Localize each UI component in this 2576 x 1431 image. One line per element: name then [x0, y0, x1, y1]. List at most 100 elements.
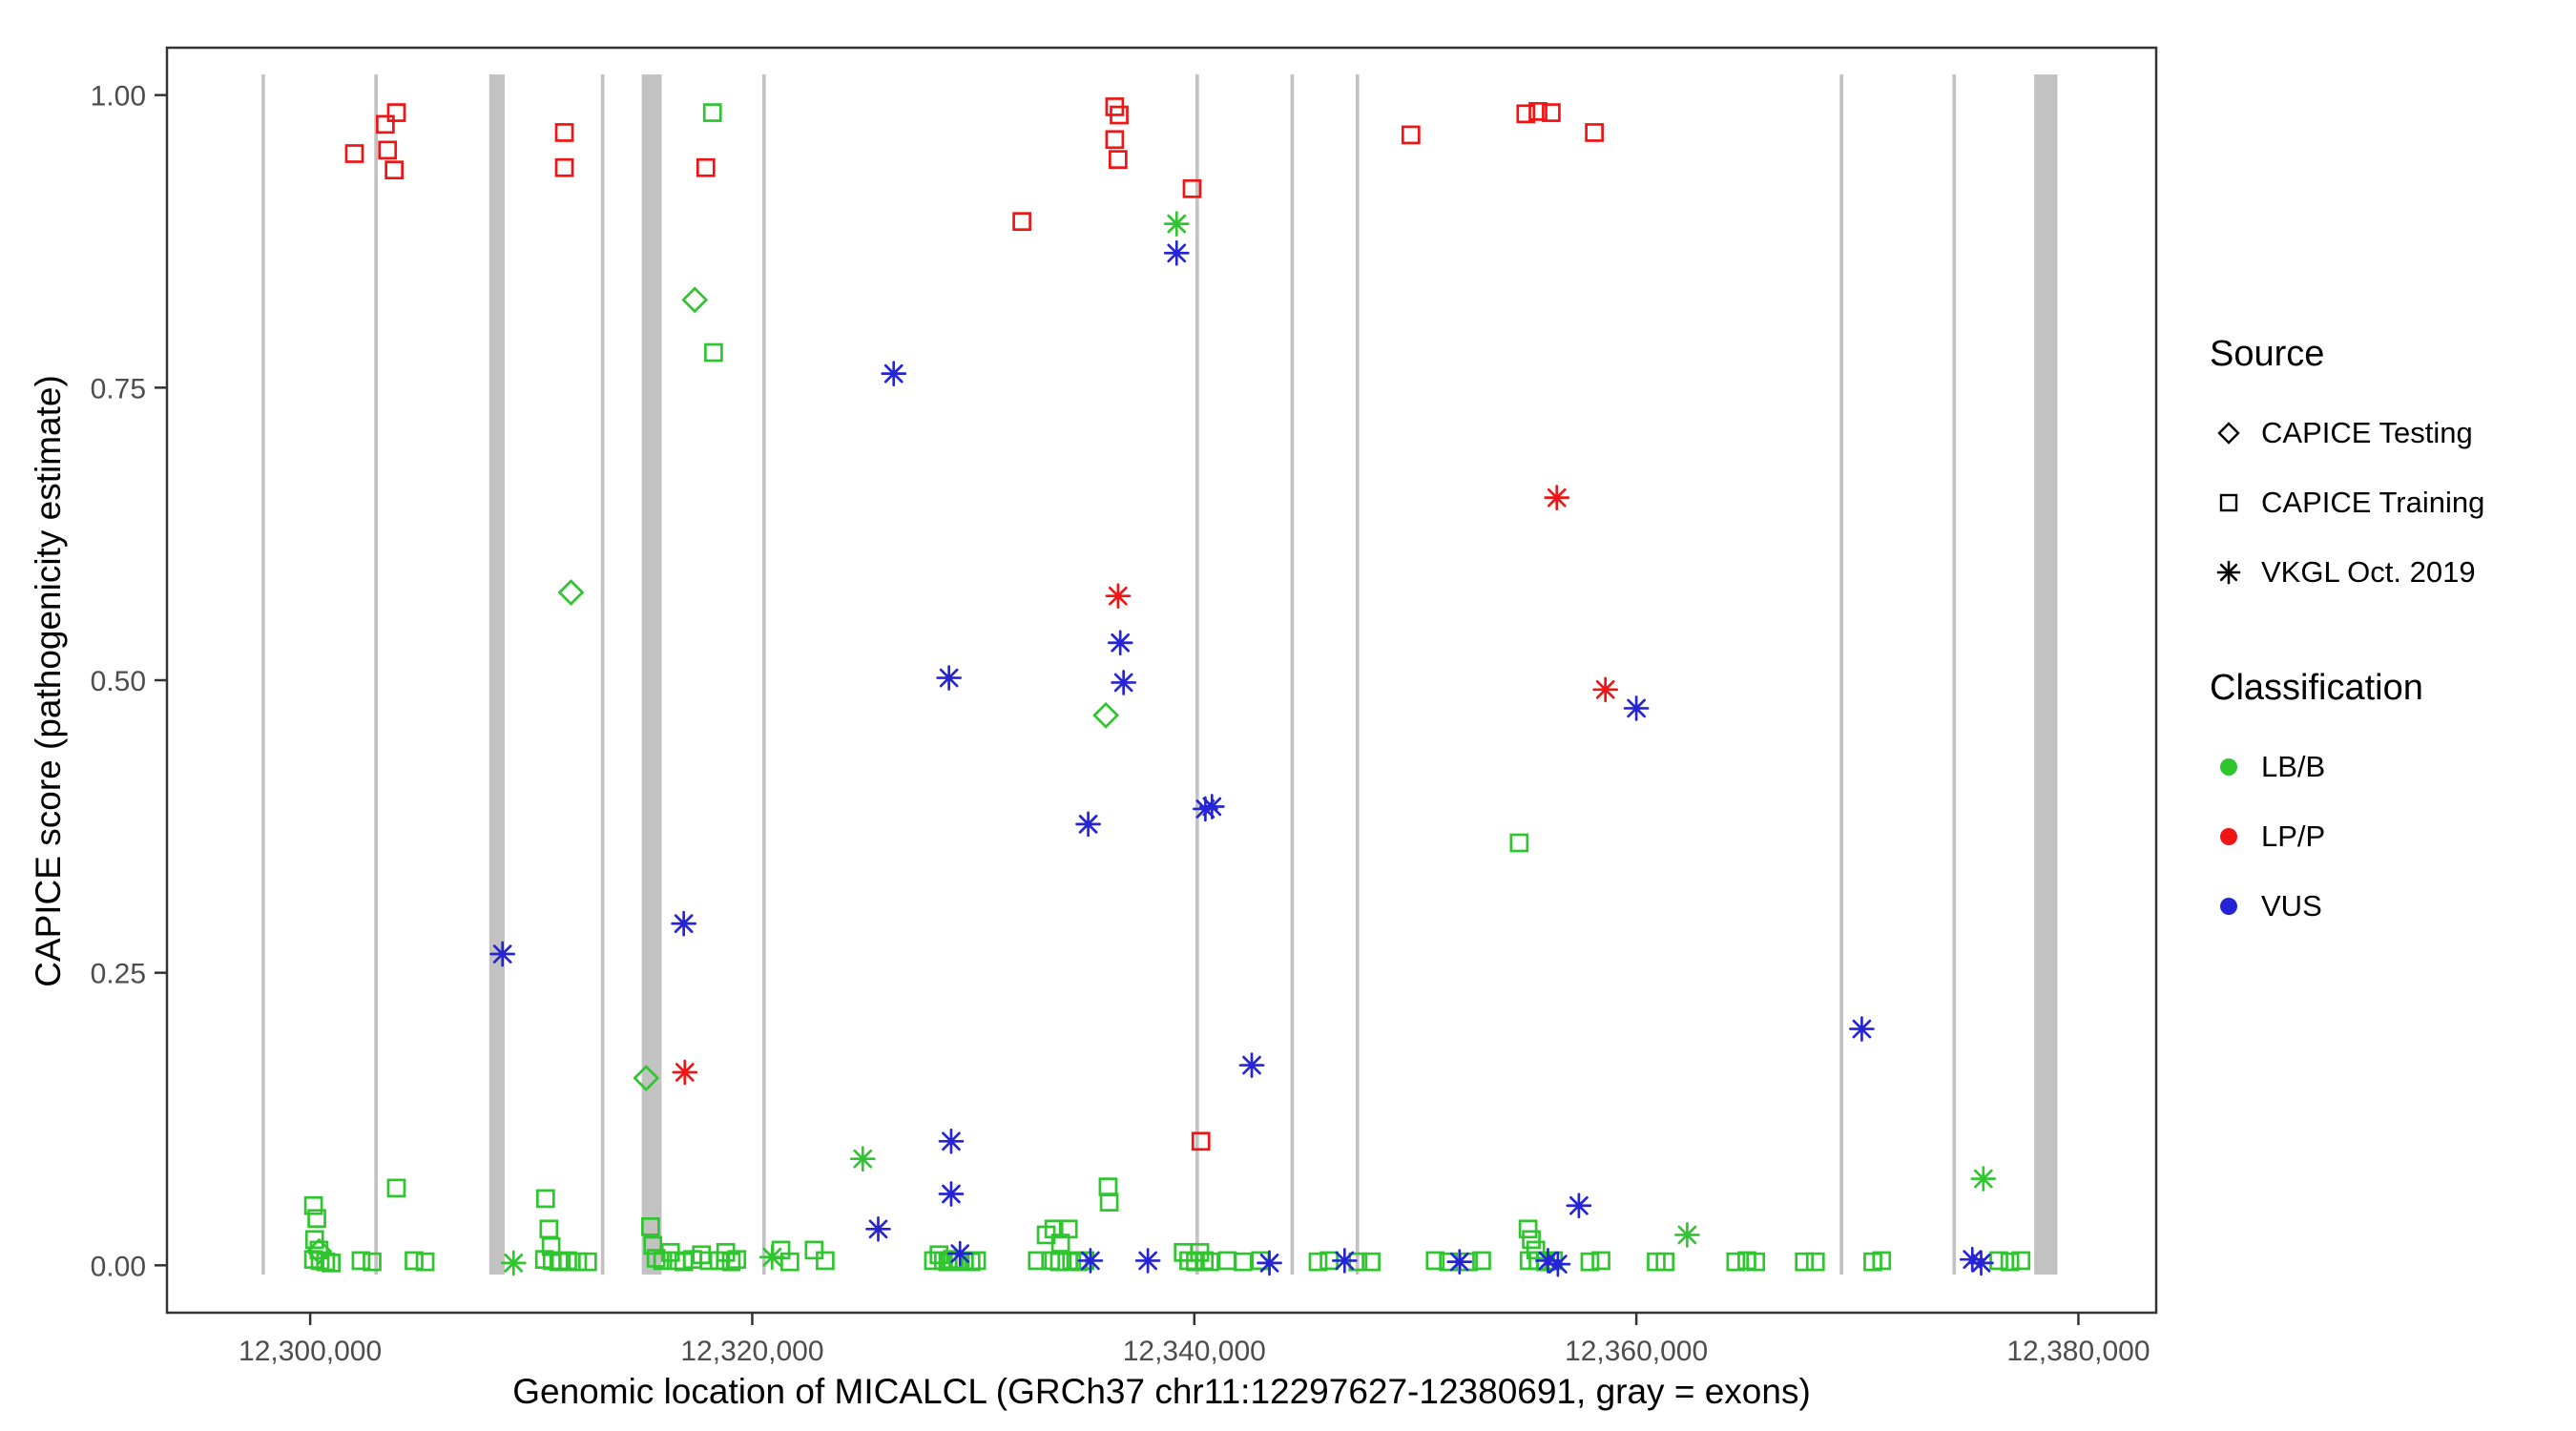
data-point-asterisk [1968, 1250, 1994, 1276]
data-point-square [2000, 1252, 2020, 1272]
data-point-square [646, 1249, 666, 1268]
data-point-asterisk [1198, 794, 1225, 819]
data-point-square [322, 1254, 341, 1273]
data-point-square [1217, 1251, 1237, 1271]
data-point-square [1401, 125, 1421, 145]
data-point-square [1528, 102, 1548, 121]
square-icon [2219, 493, 2238, 511]
data-point-asterisk [1163, 239, 1190, 266]
data-point-asterisk [1193, 796, 1218, 822]
x-tick-label: 12,340,000 [1123, 1336, 1266, 1367]
data-point-square [539, 1219, 559, 1239]
y-tick-label: 0.25 [91, 959, 146, 990]
data-point-square [1472, 1251, 1491, 1271]
data-point-square [1049, 1252, 1070, 1272]
data-point-square [376, 114, 395, 135]
y-tick-label: 0.75 [91, 373, 146, 404]
exon-bar [1952, 74, 1957, 1275]
data-point-square [702, 103, 722, 122]
data-point-asterisk [946, 1240, 973, 1267]
data-point-square [1105, 130, 1125, 150]
data-point-asterisk [1238, 1052, 1265, 1078]
data-point-square [1098, 1177, 1118, 1196]
data-point-square [1585, 123, 1604, 142]
data-point-asterisk [936, 665, 962, 691]
data-point-square [1191, 1131, 1211, 1151]
y-axis-title: CAPICE score (pathogenicity estimate) [29, 375, 68, 987]
data-point-asterisk [1446, 1249, 1473, 1275]
data-point-square [578, 1252, 597, 1272]
exon-bar [600, 74, 605, 1275]
legend-classification-title: Classification [2210, 668, 2423, 708]
data-point-square [1591, 1251, 1610, 1271]
data-point-square [1518, 1219, 1538, 1239]
legend-item-lpp: LP/P [2210, 801, 2484, 871]
legend-label-vkgl: VKGL Oct. 2019 [2261, 554, 2476, 589]
data-point-asterisk [1075, 811, 1101, 838]
data-point-square [721, 1252, 741, 1272]
data-point-asterisk [1163, 211, 1190, 237]
exon-bar [1355, 74, 1360, 1275]
data-point-square [727, 1250, 747, 1270]
data-point-square [344, 144, 364, 163]
data-point-asterisk [1566, 1192, 1592, 1219]
data-point-square [1509, 833, 1529, 853]
data-point-square [554, 157, 574, 177]
data-point-square [1012, 212, 1031, 232]
data-point-asterisk [865, 1215, 891, 1242]
legend-label-lbb: LB/B [2261, 749, 2326, 783]
data-point-diamond [633, 1065, 660, 1091]
legend-source-section: Source CAPICE Testing CAPICE Training VK… [2210, 334, 2484, 607]
data-point-asterisk [1331, 1248, 1358, 1274]
data-point-square [558, 1251, 577, 1271]
data-point-square [1542, 103, 1561, 122]
data-point-square [804, 1240, 824, 1260]
data-point-asterisk [938, 1128, 965, 1154]
data-point-square [696, 157, 716, 177]
asterisk-icon [2216, 560, 2241, 584]
exon-bar [2034, 74, 2058, 1275]
data-point-square [1522, 1230, 1541, 1250]
legend-item-capice-training: CAPICE Training [2210, 467, 2484, 537]
data-point-asterisk [1970, 1166, 1997, 1192]
x-axis-title: Genomic location of MICALCL (GRCh37 chr1… [512, 1372, 1811, 1411]
data-point-asterisk [1134, 1248, 1161, 1274]
exon-bar [261, 74, 265, 1275]
data-point-asterisk [672, 1059, 698, 1086]
data-point-square [1746, 1252, 1766, 1272]
data-point-square [2011, 1251, 2031, 1271]
data-point-square [1109, 150, 1128, 169]
data-point-square [1233, 1252, 1253, 1272]
data-point-square [554, 123, 574, 142]
data-point-asterisk [938, 1181, 965, 1207]
y-tick-label: 0.50 [91, 666, 146, 697]
legend-label-lpp: LP/P [2261, 819, 2326, 853]
data-point-asterisk [500, 1250, 527, 1276]
data-point-square [1526, 1240, 1546, 1260]
data-point-asterisk [881, 361, 907, 386]
data-point-square [535, 1189, 555, 1209]
data-point-square [1655, 1252, 1675, 1272]
data-point-asterisk [1959, 1246, 1985, 1273]
data-point-square [378, 140, 398, 160]
data-point-square [363, 1252, 382, 1272]
data-point-square [304, 1230, 324, 1250]
data-point-asterisk [1674, 1222, 1700, 1248]
y-tick-label: 0.00 [91, 1251, 146, 1282]
data-point-asterisk [489, 941, 516, 967]
exon-bar [1290, 74, 1295, 1275]
data-point-square [924, 1251, 944, 1271]
data-point-diamond [681, 286, 709, 314]
red-dot-icon [2220, 827, 2237, 845]
x-tick-label: 12,320,000 [680, 1336, 823, 1367]
data-point-square [384, 160, 405, 180]
data-point-square [1516, 104, 1536, 124]
legend-item-capice-testing: CAPICE Testing [2210, 398, 2484, 467]
data-point-asterisk [1849, 1016, 1875, 1042]
data-point-square [1182, 178, 1202, 198]
legend-label-capice-testing: CAPICE Testing [2261, 415, 2473, 449]
data-point-asterisk [1257, 1250, 1282, 1276]
exon-bar [1195, 74, 1199, 1275]
data-point-square [1795, 1252, 1815, 1272]
data-point-asterisk [1107, 630, 1133, 656]
